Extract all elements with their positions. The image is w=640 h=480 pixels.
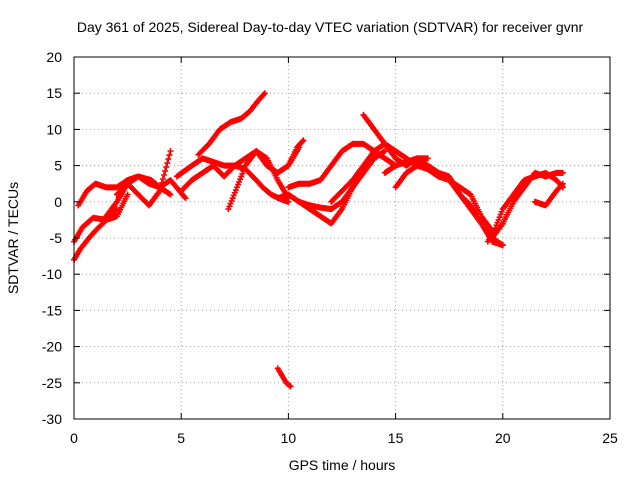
data-points — [71, 90, 566, 390]
series-v — [274, 365, 294, 390]
data-point — [162, 168, 169, 175]
data-point — [164, 160, 171, 167]
series-m — [296, 148, 388, 213]
x-tick-label: 15 — [388, 430, 404, 446]
y-tick-label: -25 — [42, 375, 62, 391]
y-tick-label: 10 — [46, 121, 62, 137]
data-point — [167, 191, 174, 198]
x-tick-label: 10 — [281, 430, 297, 446]
data-point — [157, 183, 164, 190]
y-axis: -30 -25 -20 -15 -10 -5 0 5 10 15 20 — [42, 49, 610, 427]
y-tick-label: -15 — [42, 302, 62, 318]
data-point — [261, 90, 268, 97]
x-tick-label: 5 — [177, 430, 185, 446]
series-d — [103, 173, 189, 220]
y-tick-label: 0 — [54, 194, 62, 210]
data-point — [300, 137, 307, 144]
y-axis-label: SDTVAR / TECUs — [5, 182, 21, 294]
series-e — [113, 148, 174, 209]
series-j — [285, 137, 307, 169]
y-tick-label: -20 — [42, 339, 62, 355]
y-tick-label: -10 — [42, 266, 62, 282]
data-point — [424, 155, 431, 162]
y-tick-label: 5 — [54, 158, 62, 174]
data-point — [161, 172, 168, 179]
data-point — [559, 169, 566, 176]
data-point — [381, 148, 388, 155]
data-point — [158, 179, 165, 186]
y-tick-label: -5 — [50, 230, 63, 246]
data-point — [287, 383, 294, 390]
x-tick-label: 0 — [70, 430, 78, 446]
chart-title: Day 361 of 2025, Sidereal Day-to-day VTE… — [77, 19, 584, 35]
data-point — [167, 148, 174, 155]
data-point — [156, 187, 163, 194]
data-point — [159, 175, 166, 182]
x-axis: 0 5 10 15 20 25 — [70, 57, 618, 446]
x-axis-label: GPS time / hours — [289, 457, 396, 473]
series-c — [75, 173, 174, 209]
data-point — [163, 164, 170, 171]
series-h — [195, 90, 268, 158]
grid-lines — [74, 57, 610, 419]
y-tick-label: 15 — [46, 85, 62, 101]
data-point — [559, 180, 566, 187]
data-point — [182, 195, 189, 202]
series-b — [71, 191, 131, 245]
y-tick-label: -30 — [42, 411, 62, 427]
x-tick-label: 20 — [495, 430, 511, 446]
data-point — [286, 382, 293, 389]
series-i — [225, 148, 292, 213]
data-point — [499, 242, 506, 249]
data-point — [166, 152, 173, 159]
series-t — [489, 169, 566, 241]
series-u — [531, 180, 566, 209]
data-point — [165, 156, 172, 163]
data-point — [124, 191, 131, 198]
x-tick-label: 25 — [602, 430, 618, 446]
y-tick-label: 20 — [46, 49, 62, 65]
